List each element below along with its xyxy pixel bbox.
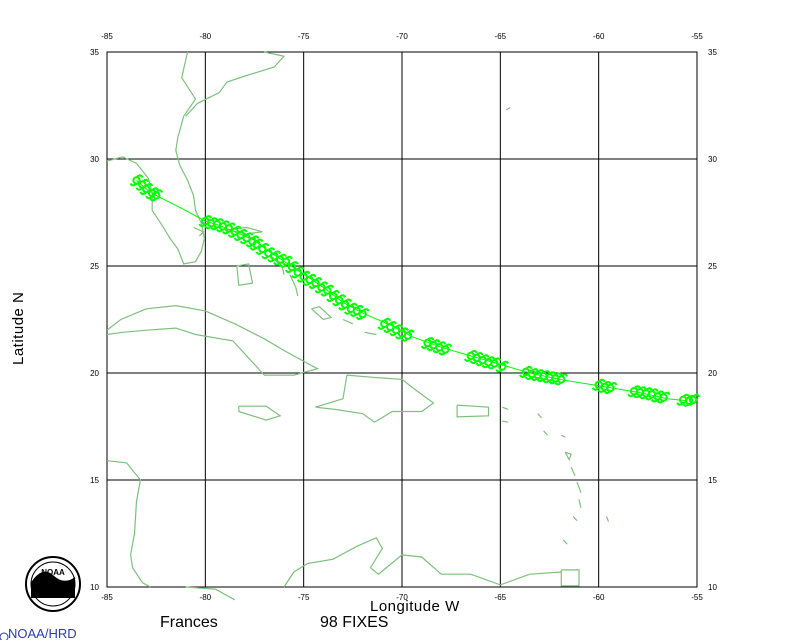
coastline — [106, 460, 151, 588]
lon-tick-label: -60 — [593, 593, 605, 602]
fix-marker — [332, 294, 346, 307]
lon-tick-label: -70 — [396, 593, 408, 602]
coastline — [572, 515, 578, 522]
track-line — [136, 180, 688, 402]
lat-tick-label: 10 — [90, 583, 99, 592]
map-grid — [106, 51, 698, 588]
lon-tick-label: -65 — [495, 32, 507, 41]
fix-marker — [279, 255, 293, 268]
lon-tick-label: -85 — [101, 593, 113, 602]
coastline — [185, 586, 236, 601]
fix-marker — [401, 329, 415, 342]
fix-marker — [149, 189, 164, 202]
coastline — [238, 405, 282, 421]
coastline — [576, 481, 582, 494]
fix-marker — [438, 343, 453, 356]
coastline — [106, 304, 319, 376]
coastline — [342, 318, 354, 325]
fix-marker — [536, 370, 551, 383]
coastline — [502, 406, 509, 410]
fix-marker — [210, 218, 224, 231]
lon-tick-label: -55 — [691, 593, 703, 602]
coastline — [578, 499, 582, 508]
coastline — [560, 569, 580, 587]
noaa-logo-icon: NOAA — [25, 556, 81, 612]
coastline — [456, 404, 490, 418]
lon-tick-label: -70 — [396, 32, 408, 41]
coastline — [106, 51, 206, 265]
lon-tick-label: -60 — [593, 32, 605, 41]
coastline — [543, 430, 548, 436]
coastline — [311, 306, 333, 321]
fix-marker — [355, 308, 370, 321]
coastline — [561, 434, 566, 438]
lat-tick-label: 25 — [90, 262, 99, 271]
land-outlines — [106, 51, 610, 601]
fix-marker — [222, 222, 236, 235]
fixes-count: 98 FIXES — [320, 614, 389, 631]
storm-track — [129, 174, 700, 407]
fix-marker — [495, 360, 510, 373]
coastline — [605, 516, 610, 522]
lon-tick-label: -80 — [200, 593, 212, 602]
lat-tick-label: 15 — [708, 476, 717, 485]
coastline — [193, 226, 205, 237]
fix-marker — [308, 277, 323, 290]
fix-marker — [650, 390, 665, 403]
coastline — [505, 107, 511, 111]
fix-marker — [338, 298, 352, 311]
lat-tick-label: 35 — [708, 48, 717, 57]
fix-marker — [129, 174, 144, 187]
x-axis-label: Longitude W — [370, 598, 460, 615]
coastline — [185, 51, 286, 117]
lat-tick-label: 20 — [708, 369, 717, 378]
coastline — [562, 539, 568, 545]
lon-tick-label: -65 — [495, 593, 507, 602]
fix-marker — [487, 357, 502, 370]
lon-tick-label: -75 — [298, 32, 310, 41]
coastline — [283, 537, 562, 588]
org-bullet-icon — [0, 632, 9, 640]
coastline — [537, 413, 543, 419]
lat-tick-label: 35 — [90, 48, 99, 57]
coastline — [502, 420, 509, 423]
coastline — [364, 331, 377, 336]
lon-tick-label: -75 — [298, 593, 310, 602]
fix-marker — [249, 238, 264, 251]
lat-tick-label: 20 — [90, 369, 99, 378]
coastline — [289, 274, 299, 297]
fix-marker — [139, 183, 154, 195]
fix-marker — [285, 261, 299, 274]
lon-tick-label: -55 — [691, 32, 703, 41]
y-axis-label: Latitude N — [10, 291, 27, 365]
axis-ticks: -85 -85 -80 -80 -75 -75 -70 -70 -65 -65 -60 -60 -55 -… — [90, 32, 717, 602]
fix-marker — [290, 266, 305, 279]
fix-marker — [686, 393, 700, 406]
fix-marker — [349, 304, 364, 317]
lon-tick-label: -80 — [200, 32, 212, 41]
fix-marker — [326, 290, 341, 302]
storm-name: Frances — [160, 614, 218, 631]
coastline — [564, 451, 572, 462]
lat-tick-label: 25 — [708, 262, 717, 271]
lat-tick-label: 30 — [708, 155, 717, 164]
fix-marker — [554, 373, 569, 386]
lat-tick-label: 10 — [708, 583, 717, 592]
fix-marker — [320, 284, 335, 297]
coastline — [315, 374, 435, 423]
fix-marker — [255, 242, 270, 255]
lon-tick-label: -85 — [101, 32, 113, 41]
lat-tick-label: 15 — [90, 476, 99, 485]
coastline — [236, 263, 254, 286]
fix-marker — [603, 382, 618, 394]
logo-text: NOAA — [41, 568, 65, 577]
fix-marker — [656, 391, 671, 404]
lat-tick-label: 30 — [90, 155, 99, 164]
coastline — [570, 466, 576, 476]
org-label: NOAA/HRD — [8, 626, 77, 641]
